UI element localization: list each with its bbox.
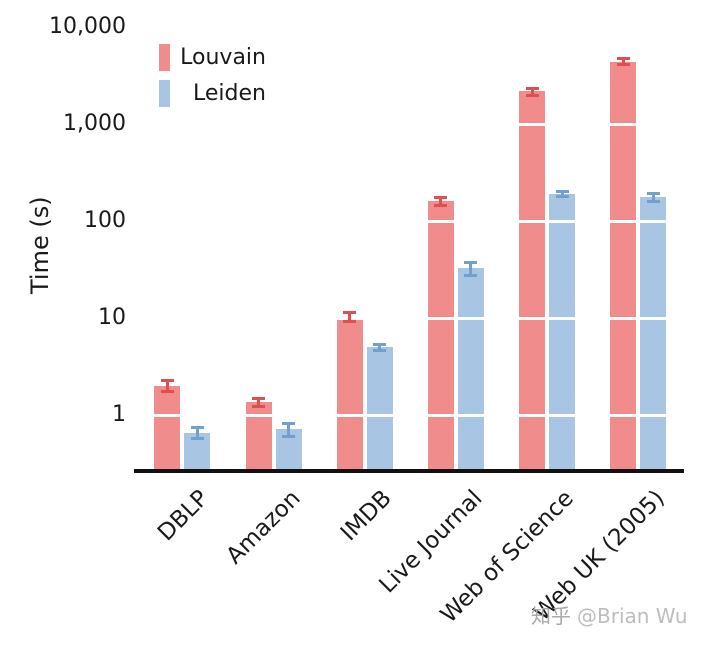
errorbar-leiden-amazon-cap-bottom	[282, 435, 295, 439]
errorbar-leiden-dblp-cap-bottom	[190, 437, 204, 441]
errorbar-louvain-live-journal	[439, 197, 443, 206]
x-tick-label-dblp: DBLP	[153, 485, 214, 547]
x-tick-label-imdb: IMDB	[335, 485, 397, 547]
errorbar-louvain-web-uk-2005-cap-top	[616, 57, 630, 61]
errorbar-leiden-live-journal-cap-bottom	[464, 273, 478, 277]
errorbar-leiden-web-uk-2005-cap-top	[646, 192, 660, 196]
bar-louvain-web-of-science	[519, 91, 546, 469]
bar-louvain-imdb	[336, 316, 363, 469]
errorbar-louvain-dblp	[165, 380, 169, 392]
errorbar-louvain-imdb-cap-top	[343, 311, 357, 315]
gridline-10-000	[134, 25, 684, 29]
watermark-site: 知乎	[531, 604, 571, 628]
errorbar-leiden-imdb	[378, 344, 382, 351]
bar-louvain-web-uk-2005	[610, 61, 637, 469]
y-tick-label-10: 10	[98, 305, 126, 330]
gridline-1	[134, 413, 684, 417]
bar-leiden-web-of-science	[549, 193, 576, 469]
errorbar-leiden-dblp-cap-top	[190, 425, 204, 429]
errorbar-leiden-web-uk-2005-cap-bottom	[646, 199, 660, 203]
watermark-author: @Brian Wu	[577, 604, 688, 628]
errorbar-louvain-live-journal-cap-top	[434, 195, 448, 199]
errorbar-leiden-web-of-science-cap-top	[555, 190, 569, 194]
legend-row-louvain: Louvain	[159, 44, 269, 71]
errorbar-leiden-amazon-cap-top	[282, 421, 295, 425]
errorbar-leiden-imdb-cap-top	[373, 342, 387, 346]
errorbar-louvain-web-of-science	[530, 88, 534, 95]
y-tick-label-10-000: 10,000	[49, 14, 126, 39]
errorbar-leiden-live-journal	[469, 262, 473, 276]
errorbar-leiden-amazon	[287, 423, 290, 437]
errorbar-louvain-web-of-science-cap-bottom	[525, 93, 539, 97]
errorbar-leiden-dblp	[195, 427, 199, 439]
errorbar-louvain-live-journal-cap-bottom	[434, 204, 448, 208]
errorbar-louvain-web-uk-2005-cap-bottom	[616, 62, 630, 66]
gridline-10	[134, 316, 684, 320]
x-axis-line	[134, 469, 684, 473]
gridline-1-000	[134, 122, 684, 126]
bar-leiden-imdb	[366, 347, 393, 469]
bar-leiden-web-uk-2005	[640, 197, 667, 469]
errorbar-louvain-imdb-cap-bottom	[343, 319, 357, 323]
watermark: 知乎 @Brian Wu	[531, 604, 688, 628]
errorbar-louvain-web-uk-2005	[621, 58, 625, 65]
errorbar-louvain-amazon-cap-top	[252, 396, 265, 400]
errorbar-louvain-imdb	[348, 312, 352, 322]
errorbar-leiden-imdb-cap-bottom	[373, 348, 387, 352]
errorbar-louvain-dblp-cap-bottom	[160, 389, 174, 393]
y-tick-label-1-000: 1,000	[63, 111, 126, 136]
y-tick-label-100: 100	[84, 208, 126, 233]
errorbar-louvain-amazon	[257, 398, 260, 407]
errorbar-louvain-web-of-science-cap-top	[525, 86, 539, 90]
bar-louvain-live-journal	[427, 201, 454, 469]
bar-louvain-dblp	[154, 385, 181, 469]
errorbar-leiden-web-of-science-cap-bottom	[555, 194, 569, 198]
legend-label-louvain: Louvain	[180, 45, 266, 70]
gridline-100	[134, 219, 684, 223]
legend-swatch-louvain	[159, 44, 170, 71]
errorbar-leiden-web-uk-2005	[651, 193, 655, 202]
bar-louvain-amazon	[245, 402, 272, 469]
legend-swatch-leiden	[159, 80, 170, 107]
x-tick-label-amazon: Amazon	[221, 485, 306, 570]
errorbar-leiden-web-of-science	[560, 191, 564, 197]
errorbar-louvain-amazon-cap-bottom	[252, 405, 265, 409]
legend-row-leiden: Leiden	[159, 80, 269, 107]
bar-leiden-live-journal	[457, 268, 484, 469]
errorbar-louvain-dblp-cap-top	[160, 379, 174, 383]
y-tick-label-1: 1	[112, 402, 126, 427]
legend-label-leiden: Leiden	[193, 81, 266, 106]
errorbar-leiden-live-journal-cap-top	[464, 260, 478, 264]
